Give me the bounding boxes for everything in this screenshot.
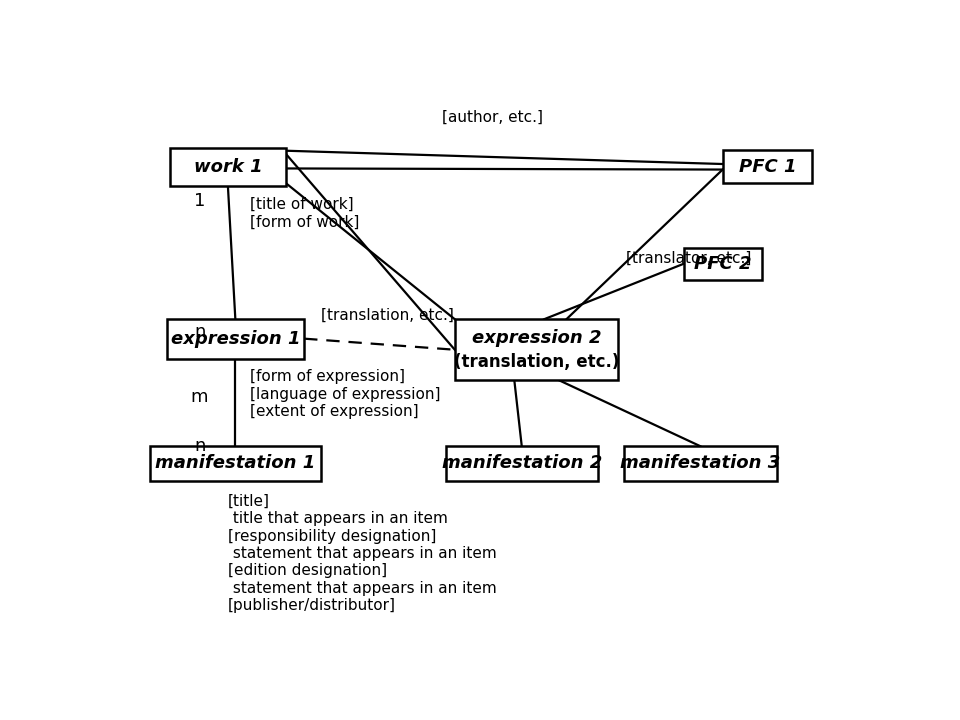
Text: manifestation 3: manifestation 3 bbox=[620, 454, 780, 472]
Text: work 1: work 1 bbox=[194, 158, 262, 176]
Bar bbox=[624, 446, 777, 480]
Text: n: n bbox=[194, 323, 205, 341]
Text: [translator, etc.]: [translator, etc.] bbox=[626, 251, 752, 266]
Text: [title of work]
[form of work]: [title of work] [form of work] bbox=[251, 197, 360, 230]
Bar bbox=[166, 319, 304, 359]
Text: PFC 1: PFC 1 bbox=[738, 158, 796, 176]
Text: (translation, etc.): (translation, etc.) bbox=[454, 353, 619, 371]
Text: [title]
 title that appears in an item
[responsibility designation]
 statement t: [title] title that appears in an item [r… bbox=[228, 494, 496, 613]
Text: manifestation 2: manifestation 2 bbox=[442, 454, 602, 472]
Text: m: m bbox=[191, 388, 208, 406]
Bar bbox=[445, 446, 598, 480]
Bar bbox=[723, 150, 812, 184]
Text: expression 2: expression 2 bbox=[472, 328, 601, 346]
Text: PFC 2: PFC 2 bbox=[694, 255, 752, 273]
Text: n: n bbox=[194, 436, 205, 454]
Text: manifestation 1: manifestation 1 bbox=[156, 454, 316, 472]
Bar bbox=[150, 446, 321, 480]
Text: expression 1: expression 1 bbox=[171, 330, 300, 348]
Text: [author, etc.]: [author, etc.] bbox=[442, 110, 542, 125]
Bar bbox=[455, 319, 618, 380]
Bar bbox=[170, 148, 285, 186]
Text: 1: 1 bbox=[194, 192, 205, 210]
Bar bbox=[684, 248, 761, 280]
Text: [translation, etc.]: [translation, etc.] bbox=[321, 308, 454, 323]
Text: [form of expression]
[language of expression]
[extent of expression]: [form of expression] [language of expres… bbox=[251, 369, 441, 419]
